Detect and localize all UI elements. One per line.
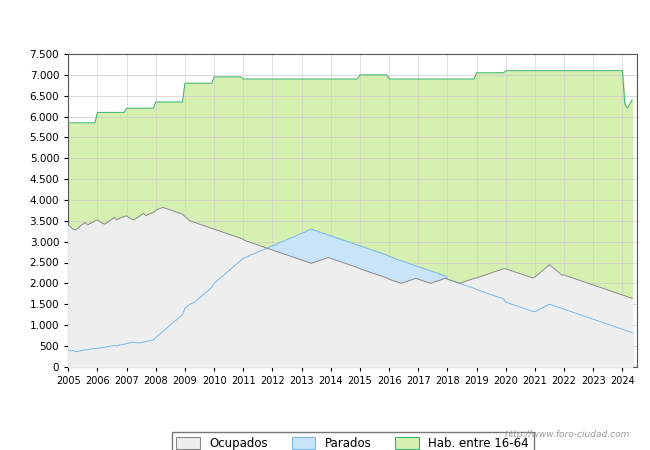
Text: http://www.foro-ciudad.com: http://www.foro-ciudad.com <box>505 430 630 439</box>
Legend: Ocupados, Parados, Hab. entre 16-64: Ocupados, Parados, Hab. entre 16-64 <box>172 432 534 450</box>
Text: La Bisbal d’Empordà - Evolucion de la poblacion en edad de Trabajar Mayo de 2024: La Bisbal d’Empordà - Evolucion de la po… <box>33 17 617 30</box>
